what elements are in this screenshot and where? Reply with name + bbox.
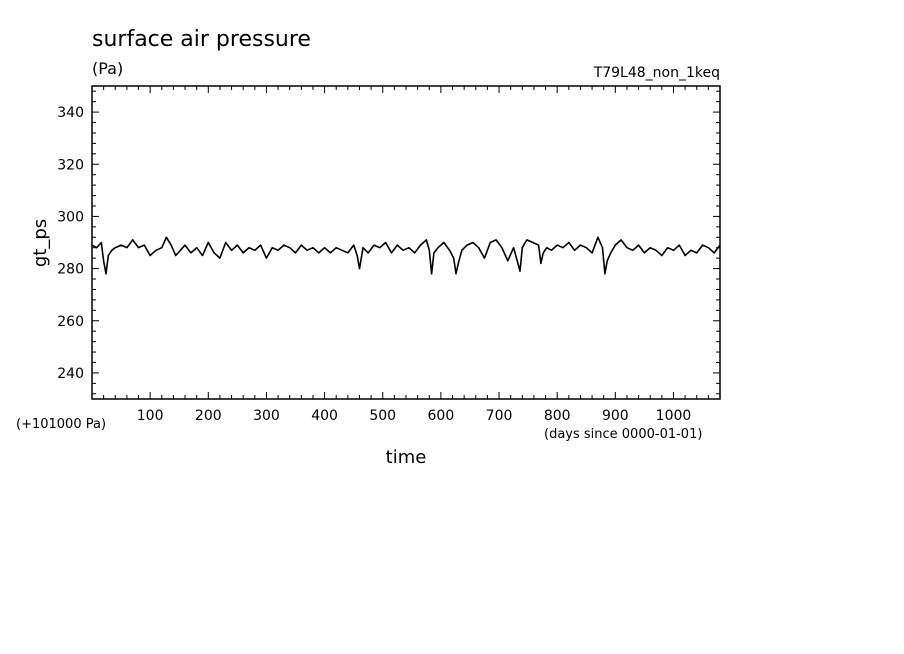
x-axis-label: time: [386, 447, 427, 468]
y-tick-labels: 240 260 280 300 320 340: [57, 105, 84, 382]
x-tick-label: 100: [137, 408, 164, 424]
x-tick-label: 800: [544, 408, 571, 424]
x-tick-label: 1000: [656, 408, 692, 424]
x-tick-label: 300: [253, 408, 280, 424]
series-line: [91, 236, 721, 275]
x-units-note: (days since 0000-01-01): [544, 427, 702, 442]
chart-title: surface air pressure: [92, 27, 311, 52]
y-tick-label: 340: [57, 105, 84, 121]
units-label: (Pa): [92, 59, 123, 78]
y-tick-label: 280: [57, 262, 84, 278]
x-tick-label: 900: [602, 408, 629, 424]
y-offset-note: (+101000 Pa): [16, 417, 106, 432]
x-tick-label: 500: [369, 408, 396, 424]
experiment-label: T79L48_non_1keq: [593, 65, 720, 81]
y-axis-label: gt_ps: [30, 219, 51, 267]
plot-frame: [91, 85, 721, 400]
y-tick-label: 320: [57, 157, 84, 173]
x-tick-label: 400: [311, 408, 338, 424]
x-tick-label: 200: [195, 408, 222, 424]
y-tick-label: 240: [57, 366, 84, 382]
x-tick-labels: 100 200 300 400 500 600 700 800 900 1000: [137, 408, 692, 424]
y-tick-label: 300: [57, 209, 84, 225]
x-tick-label: 700: [486, 408, 513, 424]
x-tick-label: 600: [428, 408, 455, 424]
y-tick-label: 260: [57, 314, 84, 330]
axis-ticks: [91, 86, 721, 399]
